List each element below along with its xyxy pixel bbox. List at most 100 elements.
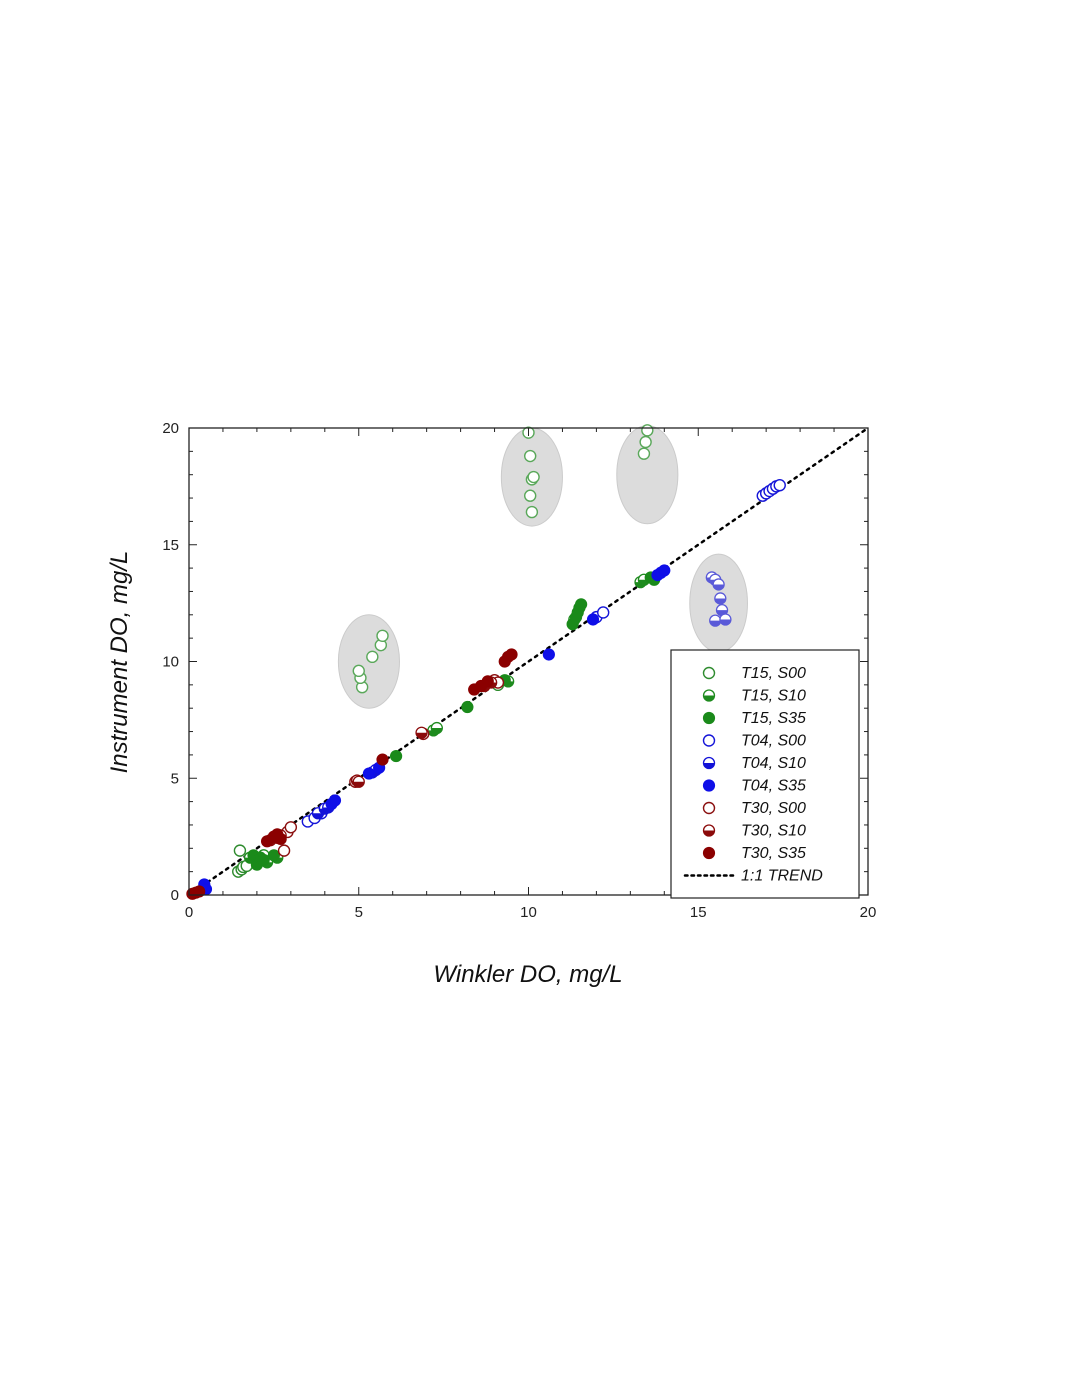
data-point-circle (284, 821, 298, 834)
data-point (274, 832, 287, 846)
data-point-circle (637, 447, 651, 460)
data-point-circle (586, 613, 600, 626)
data-point-circle (639, 435, 652, 449)
data-point-half-fill (431, 728, 443, 734)
data-point-circle (773, 479, 786, 492)
data-point (267, 849, 280, 862)
legend-marker (702, 711, 716, 725)
data-point-circle (257, 853, 270, 867)
data-point-circle (362, 767, 376, 780)
y-tick-label: 20 (162, 420, 179, 437)
data-point (637, 447, 651, 460)
data-point-half-fill (719, 619, 731, 625)
data-point (366, 650, 379, 664)
data-point-circle (277, 844, 291, 857)
x-tick-label: 10 (520, 904, 537, 921)
legend-item: T30, S00 (702, 800, 806, 817)
data-point (505, 648, 518, 661)
data-point (233, 844, 247, 857)
y-tick-label: 5 (171, 770, 179, 787)
x-axis-label: Winkler DO, mg/L (433, 961, 622, 988)
data-point-circle (233, 844, 247, 857)
x-tick-label: 5 (355, 904, 363, 921)
data-point-circle (376, 753, 389, 766)
data-point-circle (658, 564, 671, 577)
data-point-circle (352, 664, 365, 678)
axes: 0 5 10 15 20 0 5 10 15 20 (162, 420, 876, 921)
legend-item: T15, S00 (702, 665, 806, 682)
data-point-circle (274, 832, 287, 846)
data-point (641, 424, 654, 437)
data-point (709, 614, 722, 627)
legend-marker (702, 779, 716, 792)
data-point-circle (542, 648, 555, 661)
data-point (481, 675, 494, 688)
legend-item: T15, S35 (702, 710, 806, 727)
series-t04-s35 (198, 564, 671, 896)
data-point (352, 775, 365, 788)
data-point (277, 844, 291, 857)
data-point (596, 606, 610, 619)
data-point (639, 435, 652, 449)
legend-item: T04, S10 (702, 755, 806, 772)
legend-marker (702, 846, 716, 860)
data-point-half-fill (713, 584, 725, 590)
data-point (430, 721, 443, 735)
legend-label: T30, S10 (741, 823, 806, 840)
x-tick-label: 20 (860, 904, 877, 921)
data-point-circle (575, 598, 588, 611)
data-point (773, 479, 786, 492)
data-point (586, 613, 600, 626)
data-point-half-fill (312, 813, 324, 819)
data-point (376, 753, 389, 766)
data-point (461, 700, 474, 714)
legend-marker (702, 666, 716, 680)
legend-marker (702, 689, 716, 702)
data-point-circle (267, 849, 280, 862)
x-tick-label: 15 (690, 904, 707, 921)
data-point-circle (641, 424, 654, 437)
data-point-circle (193, 885, 206, 898)
legend-marker-circle (702, 846, 716, 860)
data-point (719, 613, 732, 626)
data-point-circle (505, 648, 518, 661)
legend-label: T30, S35 (741, 845, 806, 862)
y-tick-label: 10 (162, 654, 179, 671)
legend-marker-circle (702, 711, 716, 725)
legend-label: T04, S00 (741, 733, 806, 750)
data-point-circle (525, 505, 539, 519)
data-point-half-fill (416, 732, 428, 739)
data-point (525, 505, 539, 519)
data-point-circle (481, 675, 494, 688)
data-point (415, 726, 428, 739)
data-point (376, 629, 389, 643)
data-point (257, 853, 270, 867)
data-points (186, 424, 786, 900)
trend-line-1-to-1 (187, 426, 870, 897)
data-point (523, 449, 537, 463)
legend-label: T15, S10 (741, 688, 806, 705)
data-point-circle (376, 629, 389, 643)
data-point-circle (389, 749, 403, 763)
data-point (193, 885, 206, 898)
data-point-half-fill (714, 598, 726, 604)
legend-item: T15, S10 (702, 688, 806, 705)
data-point (523, 489, 537, 502)
data-point-circle (366, 650, 379, 664)
data-point (527, 470, 540, 484)
legend-item: 1:1 TREND (683, 868, 823, 885)
legend-marker-half-fill (703, 763, 715, 769)
legend-marker-half-fill (703, 830, 715, 836)
legend-label: T04, S10 (741, 755, 806, 772)
data-point-circle (527, 470, 540, 484)
legend-marker-circle (702, 779, 716, 792)
data-point (575, 598, 588, 611)
legend-box (670, 649, 860, 899)
data-point-circle (461, 700, 474, 714)
legend-label: T15, S00 (741, 665, 806, 682)
legend-marker-circle (702, 801, 716, 815)
data-point (284, 821, 298, 834)
data-point-circle (328, 794, 342, 807)
y-tick-label: 0 (171, 887, 179, 904)
